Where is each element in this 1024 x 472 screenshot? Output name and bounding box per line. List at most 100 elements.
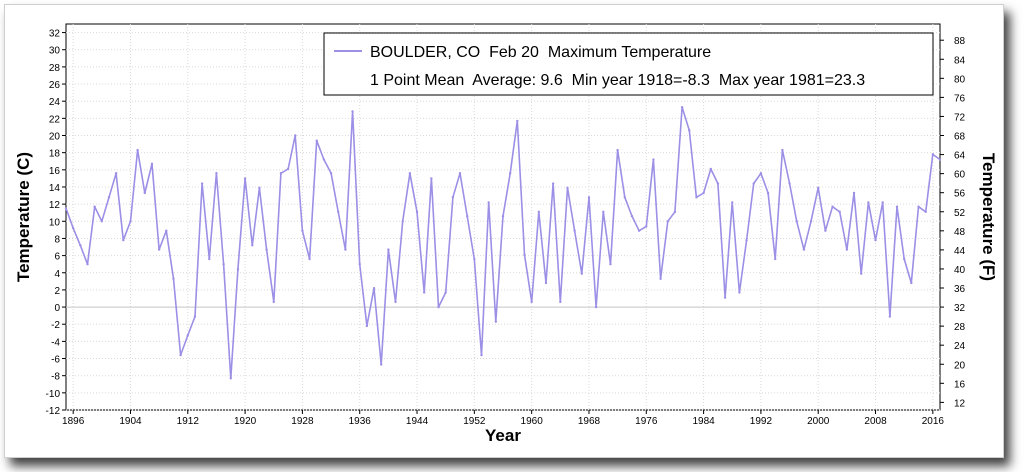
data-point	[795, 220, 798, 223]
x-tick-label: 1928	[291, 416, 314, 427]
data-point	[79, 244, 82, 247]
data-point	[473, 257, 476, 261]
data-point	[186, 334, 189, 337]
data-point	[437, 305, 440, 309]
data-point	[645, 225, 648, 228]
y-tick-label: 16	[49, 166, 61, 177]
y-right-tick-label: 56	[954, 189, 966, 200]
data-point	[179, 353, 182, 357]
data-point	[279, 172, 283, 175]
y-right-tick-label: 64	[954, 151, 966, 162]
y-tick-label: -4	[51, 337, 60, 348]
data-point	[301, 229, 304, 232]
y-tick-label: -12	[46, 406, 61, 417]
y-tick-label: 14	[49, 183, 61, 194]
y-axis-right: 12 16 20 24 28 32 36 40 44 48 52 56 60 64 68 72 76 80 84 88	[940, 36, 966, 409]
data-point	[508, 172, 512, 175]
chart-svg: -12-10-8-6-4-202468101214161820222426283…	[14, 23, 998, 445]
data-point	[107, 196, 111, 199]
data-point	[587, 196, 591, 199]
data-point	[609, 262, 612, 266]
data-point	[114, 172, 118, 175]
x-tick-label: 1992	[750, 416, 773, 427]
data-point	[902, 257, 906, 261]
y-right-tick-label: 12	[954, 398, 966, 409]
data-point	[559, 300, 562, 304]
data-point	[709, 167, 712, 171]
data-point	[702, 191, 705, 195]
data-point	[365, 324, 369, 328]
data-point	[874, 238, 877, 242]
data-point	[86, 262, 89, 266]
data-point	[766, 191, 770, 195]
y-tick-label: 32	[49, 29, 61, 40]
data-point	[193, 315, 197, 318]
data-point	[831, 205, 834, 208]
y-right-tick-label: 88	[954, 36, 966, 47]
data-point	[487, 201, 490, 204]
data-point	[695, 196, 698, 199]
y-tick-label: 6	[54, 252, 60, 263]
x-tick-label: 1904	[119, 416, 142, 427]
y-tick-label: -6	[51, 355, 60, 366]
x-tick-label: 1968	[578, 416, 601, 427]
y-tick-label: 18	[49, 149, 61, 160]
y-right-tick-label: 44	[954, 246, 966, 257]
x-tick-label: 1920	[234, 416, 257, 427]
y-tick-label: 20	[49, 132, 61, 143]
data-point	[723, 296, 727, 299]
data-point	[544, 281, 548, 285]
y-right-tick-label: 60	[954, 170, 966, 181]
data-point	[358, 262, 361, 266]
data-point	[236, 268, 240, 271]
data-point	[688, 129, 691, 132]
data-point	[881, 201, 884, 204]
y-tick-label: 0	[54, 303, 60, 314]
x-axis-label: Year	[485, 426, 521, 445]
data-point	[286, 167, 290, 171]
x-tick-label: 1984	[692, 416, 715, 427]
y-right-tick-label: 40	[954, 265, 966, 276]
data-point	[623, 196, 626, 199]
data-point	[100, 220, 104, 223]
y-tick-label: 30	[49, 46, 61, 57]
data-point	[895, 205, 899, 208]
data-point	[888, 315, 892, 318]
data-point	[229, 377, 232, 380]
x-tick-label: 2008	[864, 416, 887, 427]
data-point	[150, 162, 154, 166]
y-tick-label: -8	[51, 372, 60, 383]
data-point	[652, 158, 655, 161]
y-right-tick-label: 20	[954, 360, 966, 371]
x-tick-label: 1944	[406, 416, 429, 427]
y-right-tick-label: 80	[954, 74, 966, 85]
data-point	[165, 229, 168, 232]
y-right-tick-label: 32	[954, 303, 966, 314]
data-point	[731, 201, 734, 204]
data-point	[616, 148, 619, 152]
data-point	[408, 172, 412, 175]
x-tick-label: 1960	[521, 416, 544, 427]
data-point	[451, 196, 455, 199]
data-point	[315, 139, 318, 142]
y-tick-label: 8	[54, 234, 60, 245]
data-point	[129, 220, 132, 223]
data-point	[401, 220, 404, 223]
y-right-tick-label: 76	[954, 93, 966, 104]
y-tick-label: 10	[49, 217, 61, 228]
data-point	[387, 248, 390, 251]
data-point	[294, 134, 297, 137]
data-point	[430, 177, 433, 180]
data-points	[64, 106, 942, 380]
y-right-tick-label: 36	[954, 284, 966, 295]
data-point	[422, 291, 426, 294]
data-point	[924, 210, 927, 214]
data-point	[537, 210, 541, 214]
data-point	[745, 238, 748, 242]
data-point	[501, 214, 505, 218]
legend-stats: 1 Point Mean Average: 9.6 Min year 1918=…	[370, 72, 865, 89]
data-point	[215, 172, 218, 175]
y-axis-label-left: Temperature (C)	[14, 152, 33, 282]
data-point	[272, 300, 275, 304]
data-point	[380, 363, 383, 366]
